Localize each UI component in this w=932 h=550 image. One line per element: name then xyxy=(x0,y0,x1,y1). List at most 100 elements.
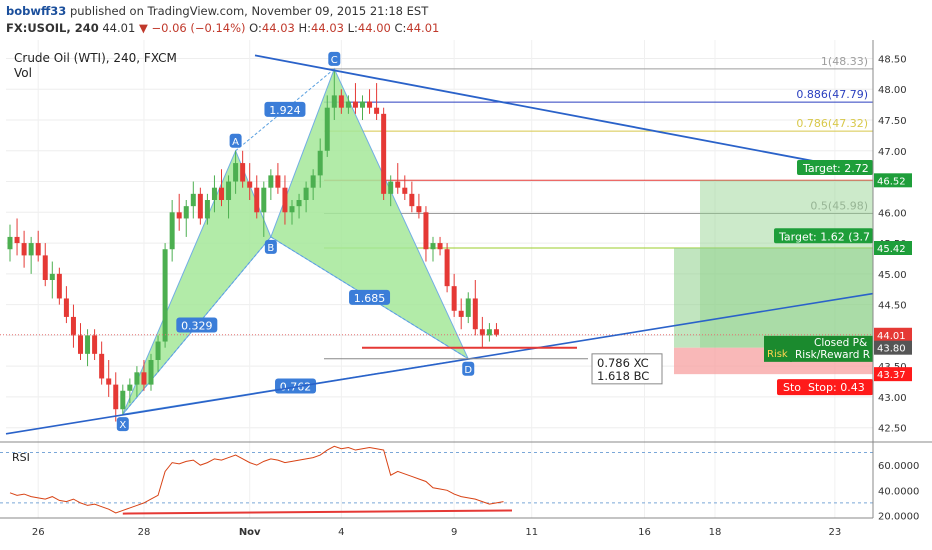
last-price: 44.01 xyxy=(102,21,136,35)
candle-body xyxy=(99,353,105,379)
xc-ratio-label: 0.786 XC xyxy=(597,356,649,370)
price-tick-label: 48.50 xyxy=(878,54,907,65)
candle-body xyxy=(465,298,471,317)
candle-body xyxy=(367,101,373,108)
candle-body xyxy=(444,249,450,287)
candle-body xyxy=(388,181,394,194)
chart-canvas[interactable]: 1(48.33) 0.886(47.79) 0.786(47.32) 0.5(45.9… xyxy=(0,40,932,550)
open-label: O: xyxy=(249,21,262,35)
pattern-ratio-line xyxy=(235,68,335,152)
price-change: −0.06 (−0.14%) xyxy=(151,21,246,35)
rsi-divergence-line xyxy=(122,509,513,515)
time-axis: 26 28 Nov 4 9 11 16 18 23 xyxy=(32,527,841,538)
pattern-ratio-label: 1.924 xyxy=(269,104,301,117)
candle-body xyxy=(7,236,13,250)
candle-body xyxy=(247,181,253,188)
candle-body xyxy=(437,243,443,250)
closed-pl-label-bg xyxy=(790,335,873,362)
pattern-point-marker xyxy=(264,239,277,254)
candle-body xyxy=(324,107,330,151)
pattern-point-label: B xyxy=(267,243,274,254)
candle-body xyxy=(331,95,337,108)
pattern-point-marker xyxy=(462,361,475,376)
pattern-point-label: D xyxy=(464,365,472,376)
price-tag-bg xyxy=(874,327,912,342)
candle-body xyxy=(85,335,91,354)
candle-body xyxy=(169,212,175,250)
candle-body xyxy=(352,101,358,108)
candle-body xyxy=(148,360,154,385)
candle-body xyxy=(416,206,422,213)
candle-body xyxy=(409,193,415,207)
candle-body xyxy=(78,335,83,354)
candle-body xyxy=(381,113,387,194)
trend-lines[interactable] xyxy=(5,54,874,435)
target2-label: Target: 1.62 (3.7 xyxy=(778,230,870,243)
price-tag-bg xyxy=(874,173,912,188)
time-tick-label: 11 xyxy=(525,527,538,538)
candle-body xyxy=(402,187,408,194)
candle-body xyxy=(374,107,380,114)
candle-body xyxy=(92,335,98,354)
candle-body xyxy=(479,329,485,336)
low-label: L: xyxy=(347,21,358,35)
rsi-tick-label: 20.0000 xyxy=(878,511,919,522)
candle-body xyxy=(70,316,76,336)
time-tick-label: Nov xyxy=(239,527,261,538)
candle-body xyxy=(106,378,112,385)
candle-body xyxy=(423,212,429,250)
candle-body xyxy=(35,243,41,256)
time-tick-label: 16 xyxy=(638,527,651,538)
candle-body xyxy=(458,310,464,317)
candle-body xyxy=(395,181,401,188)
target1-label: Target: 2.72 xyxy=(802,162,869,175)
fib-level-label: 0.5(45.98) xyxy=(810,200,868,213)
candle-body xyxy=(211,187,217,200)
low-value: 44.00 xyxy=(357,21,391,35)
stop-label-bg xyxy=(777,379,873,396)
closed-pl-label: Closed P& xyxy=(814,337,867,349)
fib-level-label: 0.886(47.79) xyxy=(796,88,868,101)
published-info: published on TradingView.com, November 0… xyxy=(69,4,429,18)
candle-body xyxy=(183,206,189,219)
price-tick-label: 43.00 xyxy=(878,393,907,404)
pattern-ratio-label: 0.329 xyxy=(181,320,213,333)
pattern-point-marker xyxy=(116,417,129,432)
price-tick-label: 45.00 xyxy=(878,270,907,281)
candle-body xyxy=(197,193,203,219)
candle-body xyxy=(282,187,288,213)
candle-body xyxy=(162,249,168,342)
rsi-label: RSI xyxy=(12,451,30,464)
price-tag-label: 45.42 xyxy=(877,244,906,255)
time-tick-label: 28 xyxy=(138,527,151,538)
high-value: 44.03 xyxy=(311,21,344,35)
stop-label: Stop: 0.43 xyxy=(808,381,865,394)
candle-body xyxy=(289,206,295,213)
down-arrow-icon: ▼ xyxy=(138,21,148,35)
price-tag-label: 44.01 xyxy=(877,331,906,342)
ratio-box xyxy=(591,353,663,385)
lower-trendline xyxy=(5,292,874,435)
candle-body xyxy=(176,212,182,219)
pattern-point-label: A xyxy=(232,137,239,148)
high-label: H: xyxy=(298,21,312,35)
candle-body xyxy=(338,95,344,108)
target1-label-bg xyxy=(797,160,873,175)
rsi-tick-label: 40.0000 xyxy=(878,486,919,497)
candle-body xyxy=(42,255,48,280)
candle-body xyxy=(275,175,281,188)
candle-body xyxy=(49,273,55,280)
candle-body xyxy=(317,150,323,176)
candle-body xyxy=(261,187,267,213)
candle-body xyxy=(310,175,316,188)
upper-trendline xyxy=(254,54,874,174)
time-tick-label: 9 xyxy=(451,527,457,538)
rsi-tick-label: 60.0000 xyxy=(878,461,919,472)
price-tag-label: 43.80 xyxy=(877,344,906,355)
publish-header: bobwff33 published on TradingView.com, N… xyxy=(0,0,932,40)
price-axis: 48.5048.0047.5047.0046.5046.0045.5045.00… xyxy=(0,40,932,519)
pattern-point-label: X xyxy=(119,420,126,431)
author-name[interactable]: bobwff33 xyxy=(6,4,67,18)
candle-body xyxy=(493,329,499,335)
rsi-panel: 60.0000 40.0000 20.0000 xyxy=(0,445,919,522)
